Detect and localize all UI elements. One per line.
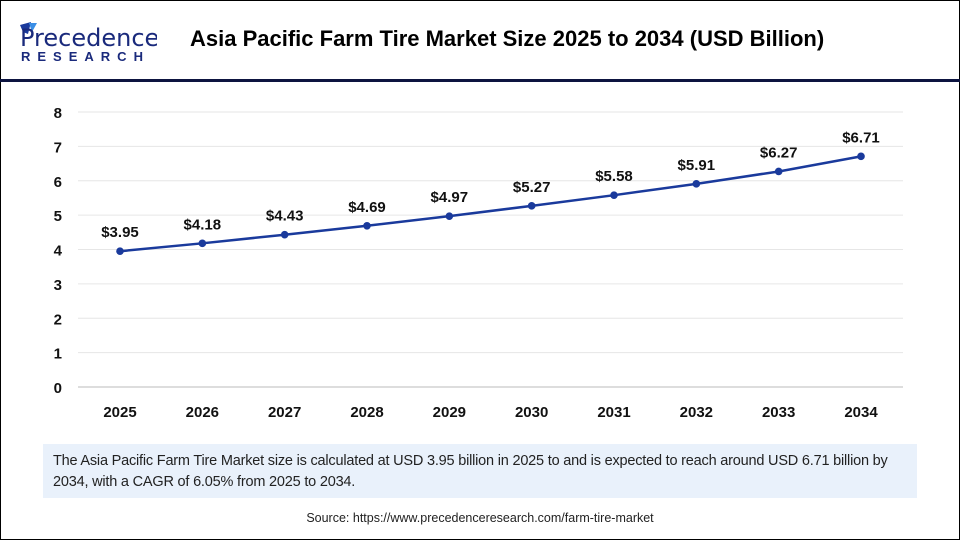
series-line: [119, 155, 862, 253]
data-point: [280, 230, 289, 239]
y-tick-label: 1: [54, 346, 62, 363]
x-tick-label: 2031: [597, 404, 630, 421]
x-tick-label: 2032: [680, 404, 713, 421]
x-tick-label: 2029: [433, 404, 466, 421]
x-tick-label: 2027: [268, 404, 301, 421]
x-tick-label: 2033: [762, 404, 795, 421]
x-tick-label: 2030: [515, 404, 548, 421]
logo-subtext: RESEARCH: [21, 49, 150, 64]
data-label: $3.95: [101, 224, 139, 241]
data-label: $4.97: [431, 189, 469, 206]
y-tick-label: 8: [54, 105, 62, 122]
data-point: [116, 247, 124, 256]
y-tick-label: 0: [54, 380, 62, 397]
data-point: [610, 191, 618, 199]
data-point: [198, 239, 207, 248]
data-label: $5.91: [678, 157, 716, 174]
chart: 0 1 2 3 4 5 6 7 8 2025 2026 2027 2028 2029 2030 2031 203…: [54, 105, 903, 421]
data-point: [363, 221, 371, 230]
header-divider: [0, 79, 960, 82]
data-label: $4.69: [348, 199, 386, 216]
source-text: Source: https://www.precedenceresearch.c…: [306, 511, 654, 525]
data-point: [445, 212, 454, 220]
logo-text: Precedence: [20, 24, 157, 52]
y-tick-label: 3: [54, 277, 62, 294]
data-label: $6.27: [760, 144, 798, 161]
y-tick-label: 4: [54, 243, 63, 260]
x-tick-label: 2025: [103, 404, 136, 421]
data-point: [527, 202, 536, 210]
data-label: $4.18: [184, 216, 222, 233]
logo: Precedence RESEARCH: [17, 20, 159, 65]
x-tick-label: 2026: [186, 404, 219, 421]
y-tick-label: 7: [54, 139, 62, 156]
data-label: $4.43: [266, 208, 304, 225]
data-label: $6.71: [842, 129, 880, 146]
logo-mark: Precedence RESEARCH: [20, 22, 159, 64]
data-point: [857, 152, 865, 161]
data-label: $5.58: [595, 168, 633, 185]
y-tick-label: 5: [54, 208, 62, 225]
x-tick-label: 2028: [350, 404, 383, 421]
y-tick-label: 6: [54, 174, 62, 191]
summary-note: The Asia Pacific Farm Tire Market size i…: [43, 444, 917, 498]
x-tick-label: 2034: [844, 404, 878, 421]
chart-title: Asia Pacific Farm Tire Market Size 2025 …: [190, 26, 825, 51]
y-tick-label: 2: [54, 311, 62, 328]
data-label: $5.27: [513, 179, 551, 196]
data-point: [774, 167, 783, 176]
data-point: [692, 180, 701, 188]
